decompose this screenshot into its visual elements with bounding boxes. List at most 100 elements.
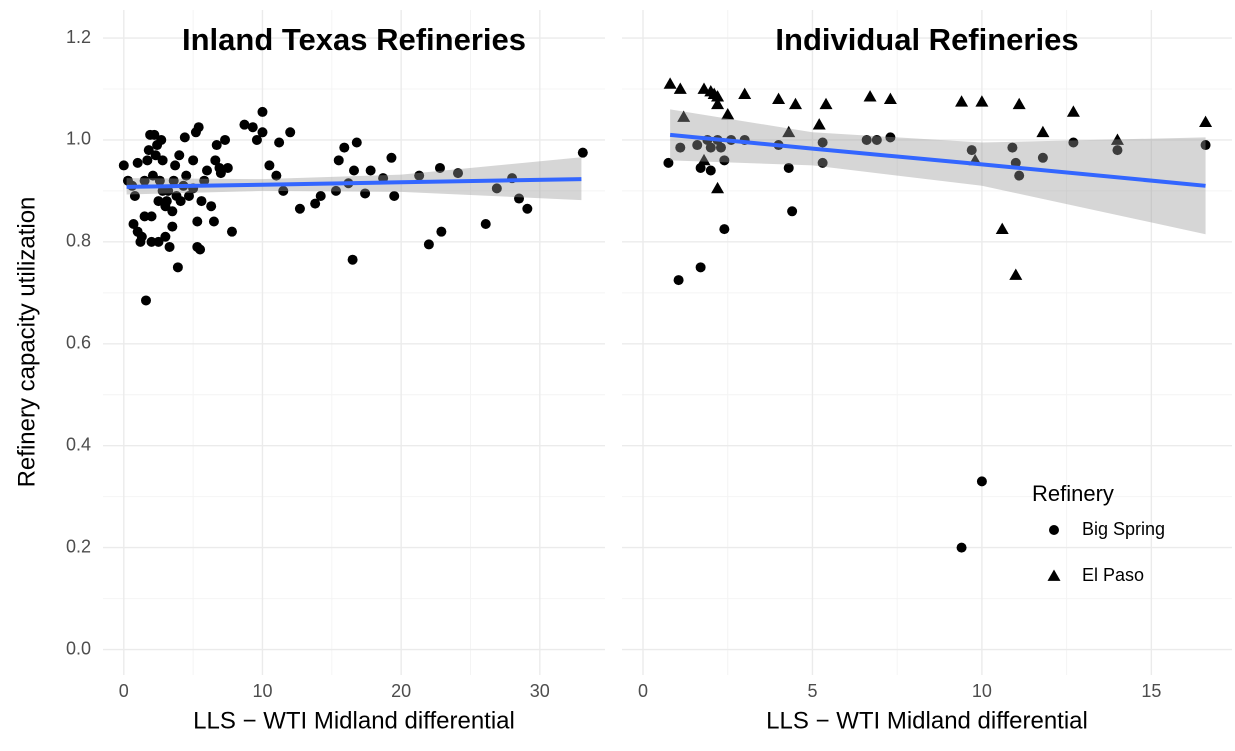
data-point: [315, 190, 326, 201]
data-point: [211, 140, 222, 151]
data-point: [206, 201, 217, 212]
y-tick-label: 0.6: [66, 333, 91, 353]
data-point: [150, 150, 161, 161]
data-point: [168, 175, 179, 186]
legend-marker: [1047, 569, 1061, 581]
data-point: [787, 206, 798, 217]
data-point: [1014, 170, 1025, 181]
x-tick-label: 10: [972, 681, 992, 701]
data-point: [271, 170, 282, 181]
data-point: [239, 119, 250, 130]
data-point: [966, 145, 977, 156]
data-point: [663, 77, 677, 89]
data-point: [956, 542, 967, 553]
x-tick-label: 30: [530, 681, 550, 701]
y-tick-label: 0.0: [66, 638, 91, 658]
data-point: [339, 142, 350, 153]
data-point: [522, 203, 533, 214]
data-point: [208, 216, 219, 227]
data-point: [386, 152, 397, 163]
data-point: [721, 107, 735, 120]
data-point: [1199, 115, 1213, 127]
x-tick-label: 0: [119, 681, 129, 701]
data-point: [226, 226, 237, 237]
data-point: [129, 190, 140, 201]
data-point: [453, 168, 464, 179]
data-point: [697, 82, 711, 94]
x-axis-label: LLS − WTI Midland differential: [193, 707, 515, 734]
data-point: [146, 236, 157, 247]
data-point: [156, 134, 167, 145]
data-point: [149, 129, 160, 140]
data-point: [257, 106, 268, 117]
data-point: [975, 95, 989, 107]
data-point: [264, 160, 275, 171]
data-point: [147, 170, 158, 181]
data-point: [347, 254, 358, 265]
y-axis-label: Refinery capacity utilization: [13, 197, 40, 488]
y-tick-label: 0.4: [66, 434, 91, 454]
data-point: [183, 190, 194, 201]
data-point: [697, 153, 711, 166]
data-point: [514, 193, 525, 204]
fit-line: [669, 132, 1206, 188]
data-point: [995, 222, 1009, 234]
data-point: [161, 196, 172, 207]
data-point: [153, 196, 164, 207]
data-point: [711, 90, 725, 102]
data-point: [389, 190, 400, 201]
data-point: [675, 142, 686, 153]
data-point: [436, 226, 447, 237]
data-point: [170, 160, 181, 171]
data-point: [247, 122, 258, 133]
data-point: [1009, 268, 1023, 280]
data-point: [195, 244, 206, 255]
data-point: [188, 155, 199, 166]
data-point: [577, 147, 588, 158]
data-point: [1010, 157, 1021, 168]
data-point: [132, 157, 143, 168]
data-point: [1066, 105, 1080, 117]
data-point: [715, 142, 726, 153]
data-point: [140, 295, 151, 306]
data-point: [695, 162, 706, 173]
data-point: [885, 132, 896, 143]
data-point: [782, 125, 796, 138]
data-point: [294, 203, 305, 214]
data-point: [1112, 145, 1123, 156]
legend-title: Refinery: [1032, 481, 1114, 506]
panel-title: Inland Texas Refineries: [182, 22, 526, 57]
data-point: [251, 134, 262, 145]
data-point: [423, 239, 434, 250]
data-point: [863, 90, 877, 102]
data-point: [673, 275, 684, 286]
data-point: [330, 185, 341, 196]
data-point: [711, 97, 725, 110]
data-point: [365, 165, 376, 176]
data-point: [783, 162, 794, 173]
data-point: [1110, 133, 1124, 145]
data-point: [1012, 97, 1026, 110]
y-tick-label: 1.0: [66, 129, 91, 149]
data-point: [146, 211, 157, 222]
x-tick-label: 0: [638, 681, 648, 701]
data-point: [692, 140, 703, 151]
data-point: [202, 165, 213, 176]
data-point: [1036, 125, 1050, 138]
x-axis-label: LLS − WTI Midland differential: [766, 707, 1088, 734]
y-tick-label: 1.2: [66, 27, 91, 47]
data-point: [719, 224, 730, 235]
data-point: [220, 134, 231, 145]
data-point: [1200, 140, 1211, 151]
data-point: [817, 157, 828, 168]
confidence-band: [126, 157, 582, 201]
data-point: [193, 122, 204, 133]
data-point: [163, 185, 174, 196]
data-point: [181, 170, 192, 181]
y-tick-label: 0.2: [66, 536, 91, 556]
data-point: [434, 162, 445, 173]
confidence-band: [670, 109, 1206, 235]
data-point: [153, 236, 164, 247]
data-point: [164, 241, 175, 252]
